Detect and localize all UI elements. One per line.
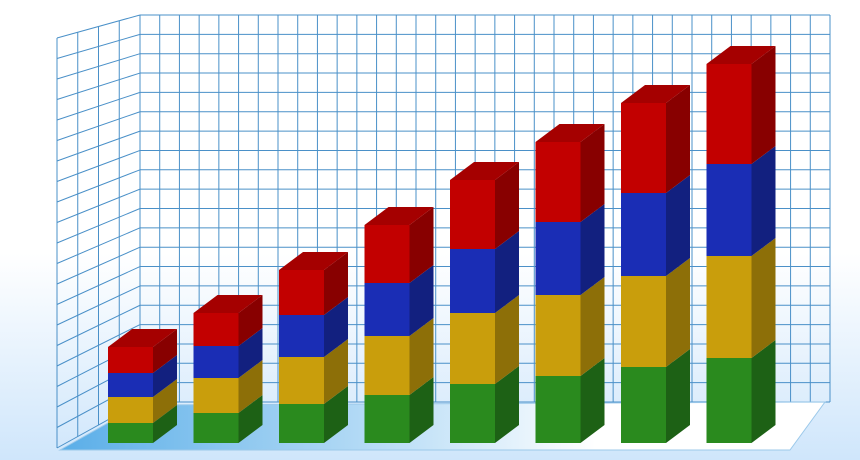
bar-segment [108, 397, 153, 423]
bar-side [238, 360, 263, 413]
bar-segment [535, 376, 581, 443]
bar-segment [535, 295, 581, 376]
bar-side [580, 277, 605, 376]
bar-side [153, 355, 177, 397]
bar-side [238, 295, 263, 346]
bar-segment [706, 358, 752, 443]
bar-segment [193, 346, 239, 378]
bars [108, 46, 776, 443]
bar-segment [706, 164, 752, 256]
bar-segment [279, 315, 324, 357]
bar-segment [108, 423, 153, 443]
bar-side [580, 358, 605, 443]
bar-segment [279, 404, 324, 443]
bar-top [193, 295, 263, 313]
bar-top [108, 329, 177, 347]
bar-side [409, 207, 434, 283]
bar-segment [706, 256, 752, 358]
bar-segment [193, 378, 239, 413]
bar-side [666, 258, 690, 367]
bar-side [409, 265, 434, 336]
bar-side [238, 328, 263, 378]
bar-side [409, 318, 434, 395]
bar-top [279, 252, 348, 270]
bar-segment [450, 249, 495, 313]
bar-side [751, 238, 776, 358]
bar-side [751, 46, 776, 164]
bar-side [238, 395, 263, 443]
bar-side [751, 146, 776, 256]
bar-segment [364, 225, 410, 283]
bar-segment [364, 283, 410, 336]
bar-segment [621, 367, 666, 443]
bar-segment [535, 142, 581, 222]
bar-side [495, 162, 519, 249]
bar-top [364, 207, 434, 225]
bar-side [324, 252, 348, 315]
bar-side [409, 377, 434, 443]
bar-segment [279, 270, 324, 315]
bar-top [706, 46, 776, 64]
bar-segment [450, 384, 495, 443]
bar-segment [621, 103, 666, 193]
bar-segment [279, 357, 324, 404]
bar-segment [706, 64, 752, 164]
bar-top [450, 162, 519, 180]
bar-side [324, 386, 348, 443]
bar-segment [364, 336, 410, 395]
bar-side [666, 349, 690, 443]
bar-segment [364, 395, 410, 443]
bar-side [495, 366, 519, 443]
bar-side [580, 204, 605, 295]
bar-side [153, 329, 177, 373]
bar-side [324, 339, 348, 404]
bar-segment [621, 193, 666, 276]
bar-segment [108, 373, 153, 397]
bar-segment [535, 222, 581, 295]
bar-side [666, 85, 690, 193]
bar-side [495, 231, 519, 313]
bar-segment [450, 313, 495, 384]
bar-segment [450, 180, 495, 249]
bar-top [621, 85, 690, 103]
bar-segment [193, 413, 239, 443]
bar-segment [193, 313, 239, 346]
bar-side [580, 124, 605, 222]
bar-top [535, 124, 605, 142]
bar-side [495, 295, 519, 384]
bar-side [666, 175, 690, 276]
bar-segment [621, 276, 666, 367]
bar-side [153, 379, 177, 423]
bar-side [153, 405, 177, 443]
bar-side [751, 340, 776, 443]
bar-segment [108, 347, 153, 373]
bar-side [324, 297, 348, 357]
